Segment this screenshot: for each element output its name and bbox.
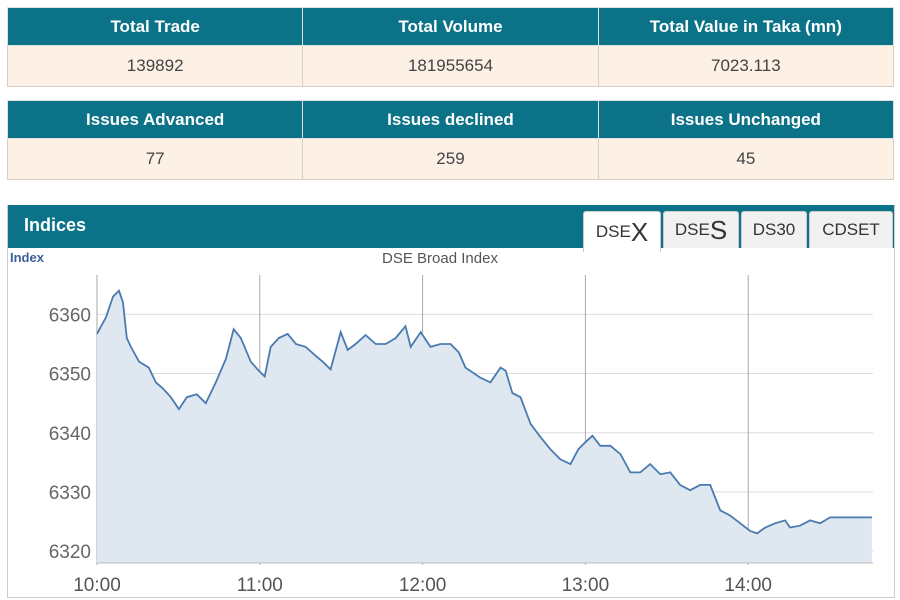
value-issues-advanced: 77 [6,138,304,180]
value-issues-unchanged: 45 [597,138,895,180]
series-area [97,290,872,563]
header-total-trade: Total Trade [6,7,304,46]
x-tick-label: 10:00 [73,575,121,596]
x-tick-label: 11:00 [237,575,283,596]
value-total-value: 7023.113 [597,45,895,87]
y-tick-label: 6350 [49,365,91,386]
value-total-trade: 139892 [6,45,304,87]
indices-title: Indices [24,215,87,235]
tab-ds30-label: DS30 [752,220,796,239]
y-tick-label: 6360 [49,305,91,326]
value-issues-declined: 259 [302,138,599,180]
index-chart: Index DSE Broad Index 6320 6330 6340 6350 6360… [10,250,873,596]
x-tick-label: 14:00 [724,575,772,596]
tab-dsex-suffix: X [630,216,649,247]
y-tick-label: 6330 [49,483,91,504]
tab-dses-suffix: S [709,214,728,245]
x-tick-label: 12:00 [399,575,447,596]
header-issues-unchanged: Issues Unchanged [597,100,895,139]
header-issues-declined: Issues declined [302,100,599,139]
header-total-volume: Total Volume [302,7,599,46]
tab-dsex-prefix: DSE [595,222,631,241]
indices-panel: Index DSE Broad Index 6320 6330 6340 6350 6360… [7,205,895,598]
series-line [96,289,872,535]
y-axis-label: Index [10,250,45,265]
value-total-volume: 181955654 [302,45,599,87]
tab-dsex[interactable]: DSE X [583,211,661,252]
tab-cdset-label: CDSET [822,220,880,239]
tab-dses[interactable]: DSE S [663,211,739,248]
tab-dses-prefix: DSE [674,220,710,239]
header-issues-advanced: Issues Advanced [6,100,304,139]
header-total-value: Total Value in Taka (mn) [597,7,895,46]
y-tick-label: 6340 [49,424,91,445]
tab-ds30[interactable]: DS30 [741,211,807,248]
chart-title: DSE Broad Index [382,250,498,267]
y-tick-label: 6320 [49,542,91,563]
tab-cdset[interactable]: CDSET [809,211,893,248]
issues-table: Issues Advanced Issues declined Issues Unc… [6,100,895,180]
market-summary-table: Total Trade Total Volume Total Value in Ta… [6,7,895,87]
x-tick-label: 13:00 [562,575,610,596]
